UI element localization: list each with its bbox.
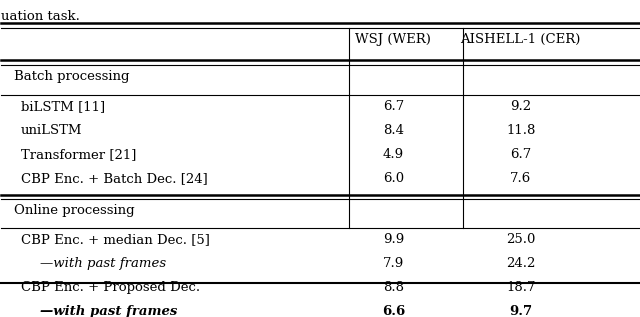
Text: CBP Enc. + median Dec. [5]: CBP Enc. + median Dec. [5]	[20, 233, 209, 246]
Text: AISHELL-1 (CER): AISHELL-1 (CER)	[461, 33, 581, 46]
Text: 25.0: 25.0	[506, 233, 536, 246]
Text: biLSTM [11]: biLSTM [11]	[20, 100, 104, 113]
Text: uation task.: uation task.	[1, 10, 80, 23]
Text: 7.6: 7.6	[510, 172, 531, 185]
Text: WSJ (WER): WSJ (WER)	[355, 33, 431, 46]
Text: 6.6: 6.6	[381, 305, 405, 317]
Text: CBP Enc. + Proposed Dec.: CBP Enc. + Proposed Dec.	[20, 281, 200, 294]
Text: Batch processing: Batch processing	[14, 70, 130, 83]
Text: 11.8: 11.8	[506, 124, 536, 137]
Text: —with past frames: —with past frames	[40, 305, 177, 317]
Text: 9.9: 9.9	[383, 233, 404, 246]
Text: 9.2: 9.2	[510, 100, 531, 113]
Text: 8.4: 8.4	[383, 124, 404, 137]
Text: Online processing: Online processing	[14, 204, 135, 217]
Text: 6.7: 6.7	[383, 100, 404, 113]
Text: 4.9: 4.9	[383, 148, 404, 161]
Text: 9.7: 9.7	[509, 305, 532, 317]
Text: CBP Enc. + Batch Dec. [24]: CBP Enc. + Batch Dec. [24]	[20, 172, 207, 185]
Text: 8.8: 8.8	[383, 281, 404, 294]
Text: 7.9: 7.9	[383, 257, 404, 270]
Text: —with past frames: —with past frames	[40, 257, 166, 270]
Text: 18.7: 18.7	[506, 281, 536, 294]
Text: Transformer [21]: Transformer [21]	[20, 148, 136, 161]
Text: 24.2: 24.2	[506, 257, 536, 270]
Text: 6.7: 6.7	[510, 148, 531, 161]
Text: uniLSTM: uniLSTM	[20, 124, 82, 137]
Text: 6.0: 6.0	[383, 172, 404, 185]
